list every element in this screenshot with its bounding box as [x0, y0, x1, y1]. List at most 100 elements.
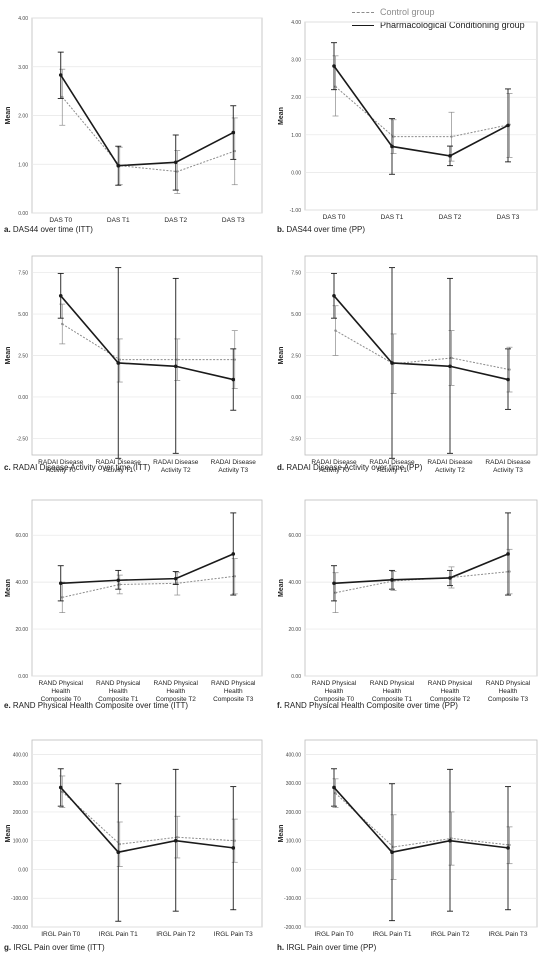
data-point-treatment	[231, 552, 236, 556]
data-point-control	[118, 358, 121, 361]
x-tick-label: Composite T3	[488, 696, 529, 703]
x-tick-label: IRGL Pain T2	[430, 931, 469, 938]
data-point-treatment	[173, 364, 178, 369]
y-axis-label: Mean	[5, 107, 12, 125]
data-point-treatment	[390, 850, 394, 854]
legend-item-control: Control group	[352, 6, 525, 19]
y-tick-label: 100.00	[286, 839, 302, 845]
chart-panel-a: 0.00 1.00 2.00 3.00 4.00 Mean DAS T0 DAS T1 DAS …	[4, 16, 263, 234]
chart-caption: d. RADAI Disease Activity over time (PP)	[277, 463, 423, 472]
plot-frame	[304, 21, 538, 211]
y-tick-label: 200.00	[286, 810, 302, 816]
data-point-control	[392, 845, 395, 849]
series-line-control	[61, 96, 235, 173]
y-tick-label: -200.00	[11, 925, 28, 931]
x-tick-label: Composite T1	[372, 696, 413, 703]
data-point-treatment	[58, 294, 63, 298]
x-tick-label: Health	[109, 688, 128, 695]
data-point-treatment	[231, 846, 236, 850]
data-point-control	[508, 368, 511, 371]
data-point-treatment	[506, 552, 510, 556]
data-point-control	[61, 322, 64, 326]
caption-letter: h.	[277, 943, 286, 952]
data-point-control	[392, 135, 395, 138]
caption-text: RADAI Disease Activity over time (ITT)	[13, 463, 151, 472]
y-tick-label: 60.00	[288, 533, 301, 539]
x-tick-label: RADAI Disease	[153, 459, 199, 466]
data-point-control	[61, 95, 64, 99]
y-axis-label: Mean	[278, 579, 285, 597]
legend-item-treatment: Pharmacological Conditioning group	[352, 19, 525, 32]
y-tick-label: 2.50	[291, 354, 301, 360]
legend-label-treatment: Pharmacological Conditioning group	[380, 20, 525, 30]
y-tick-label: -100.00	[284, 896, 301, 902]
y-tick-label: 0.00	[291, 395, 301, 401]
x-tick-label: DAS T2	[439, 214, 462, 221]
data-point-control	[176, 358, 179, 361]
x-tick-label: RAND Physical	[312, 680, 357, 687]
data-point-control	[450, 135, 453, 138]
legend: Control group Pharmacological Conditioni…	[352, 6, 525, 32]
y-tick-label: 5.00	[291, 312, 301, 318]
series-line-treatment	[60, 295, 234, 381]
chart-caption: h. IRGL Pain over time (PP)	[277, 943, 377, 952]
series-line-treatment	[333, 786, 509, 854]
y-tick-label: -1.00	[290, 208, 302, 214]
data-point-control	[61, 790, 64, 793]
chart-panel-g: -200.00 -100.00 0.00 100.00 200.00 300.00 400.…	[4, 739, 263, 952]
x-tick-label: Activity T3	[493, 467, 523, 474]
y-tick-label: 1.00	[291, 133, 301, 139]
chart-caption: f. RAND Physical Health Composite over t…	[277, 701, 458, 710]
x-tick-label: RAND Physical	[486, 680, 531, 687]
series-line-control	[335, 792, 510, 848]
y-tick-label: 2.50	[18, 354, 28, 360]
x-tick-label: Health	[51, 688, 70, 695]
plot-frame	[304, 739, 538, 928]
legend-swatch-treatment	[352, 25, 374, 26]
x-tick-label: DAS T1	[381, 214, 404, 221]
y-tick-label: 2.00	[291, 95, 301, 101]
chart-caption: c. RADAI Disease Activity over time (ITT…	[4, 463, 151, 472]
y-tick-label: 400.00	[13, 752, 29, 758]
y-tick-label: 0.00	[18, 867, 28, 873]
x-tick-label: RAND Physical	[154, 680, 199, 687]
x-tick-label: RAND Physical	[370, 680, 415, 687]
x-tick-label: Health	[499, 688, 518, 695]
data-point-treatment	[506, 377, 510, 382]
caption-text: IRGL Pain over time (ITT)	[13, 943, 105, 952]
y-tick-label: 0.00	[18, 211, 28, 217]
x-tick-label: DAS T2	[164, 217, 187, 224]
x-tick-label: Health	[383, 688, 402, 695]
x-tick-label: RADAI Disease	[427, 459, 473, 466]
data-point-control	[176, 170, 179, 173]
x-tick-label: Activity T2	[161, 467, 191, 474]
chart-panel-h: -200.00 -100.00 0.00 100.00 200.00 300.00 400.…	[277, 739, 538, 952]
data-point-treatment	[231, 377, 236, 382]
y-tick-label: 40.00	[15, 580, 28, 586]
x-tick-label: RADAI Disease	[38, 459, 84, 466]
data-point-treatment	[332, 64, 336, 68]
x-tick-label: Health	[325, 688, 344, 695]
data-point-control	[233, 358, 236, 361]
x-tick-label: Composite T0	[314, 696, 355, 703]
caption-text: IRGL Pain over time (PP)	[286, 943, 376, 952]
y-tick-label: 4.00	[291, 20, 301, 26]
plot-frame	[31, 499, 263, 677]
y-tick-label: -100.00	[11, 896, 28, 902]
data-point-control	[176, 582, 179, 585]
y-tick-label: 1.00	[18, 162, 28, 168]
series-line-treatment	[333, 65, 509, 157]
x-tick-label: IRGL Pain T1	[99, 931, 138, 938]
caption-letter: d.	[277, 463, 286, 472]
x-tick-label: RAND Physical	[39, 680, 84, 687]
chart-panel-b: -1.00 0.00 1.00 2.00 3.00 4.00 Mean DAS T0 DAS T…	[277, 20, 538, 234]
y-tick-label: 0.00	[291, 170, 301, 176]
caption-text: DAS44 over time (PP)	[286, 225, 365, 234]
x-tick-label: DAS T0	[323, 214, 346, 221]
data-point-treatment	[116, 163, 121, 168]
chart-caption: e. RAND Physical Health Composite over t…	[4, 701, 188, 710]
